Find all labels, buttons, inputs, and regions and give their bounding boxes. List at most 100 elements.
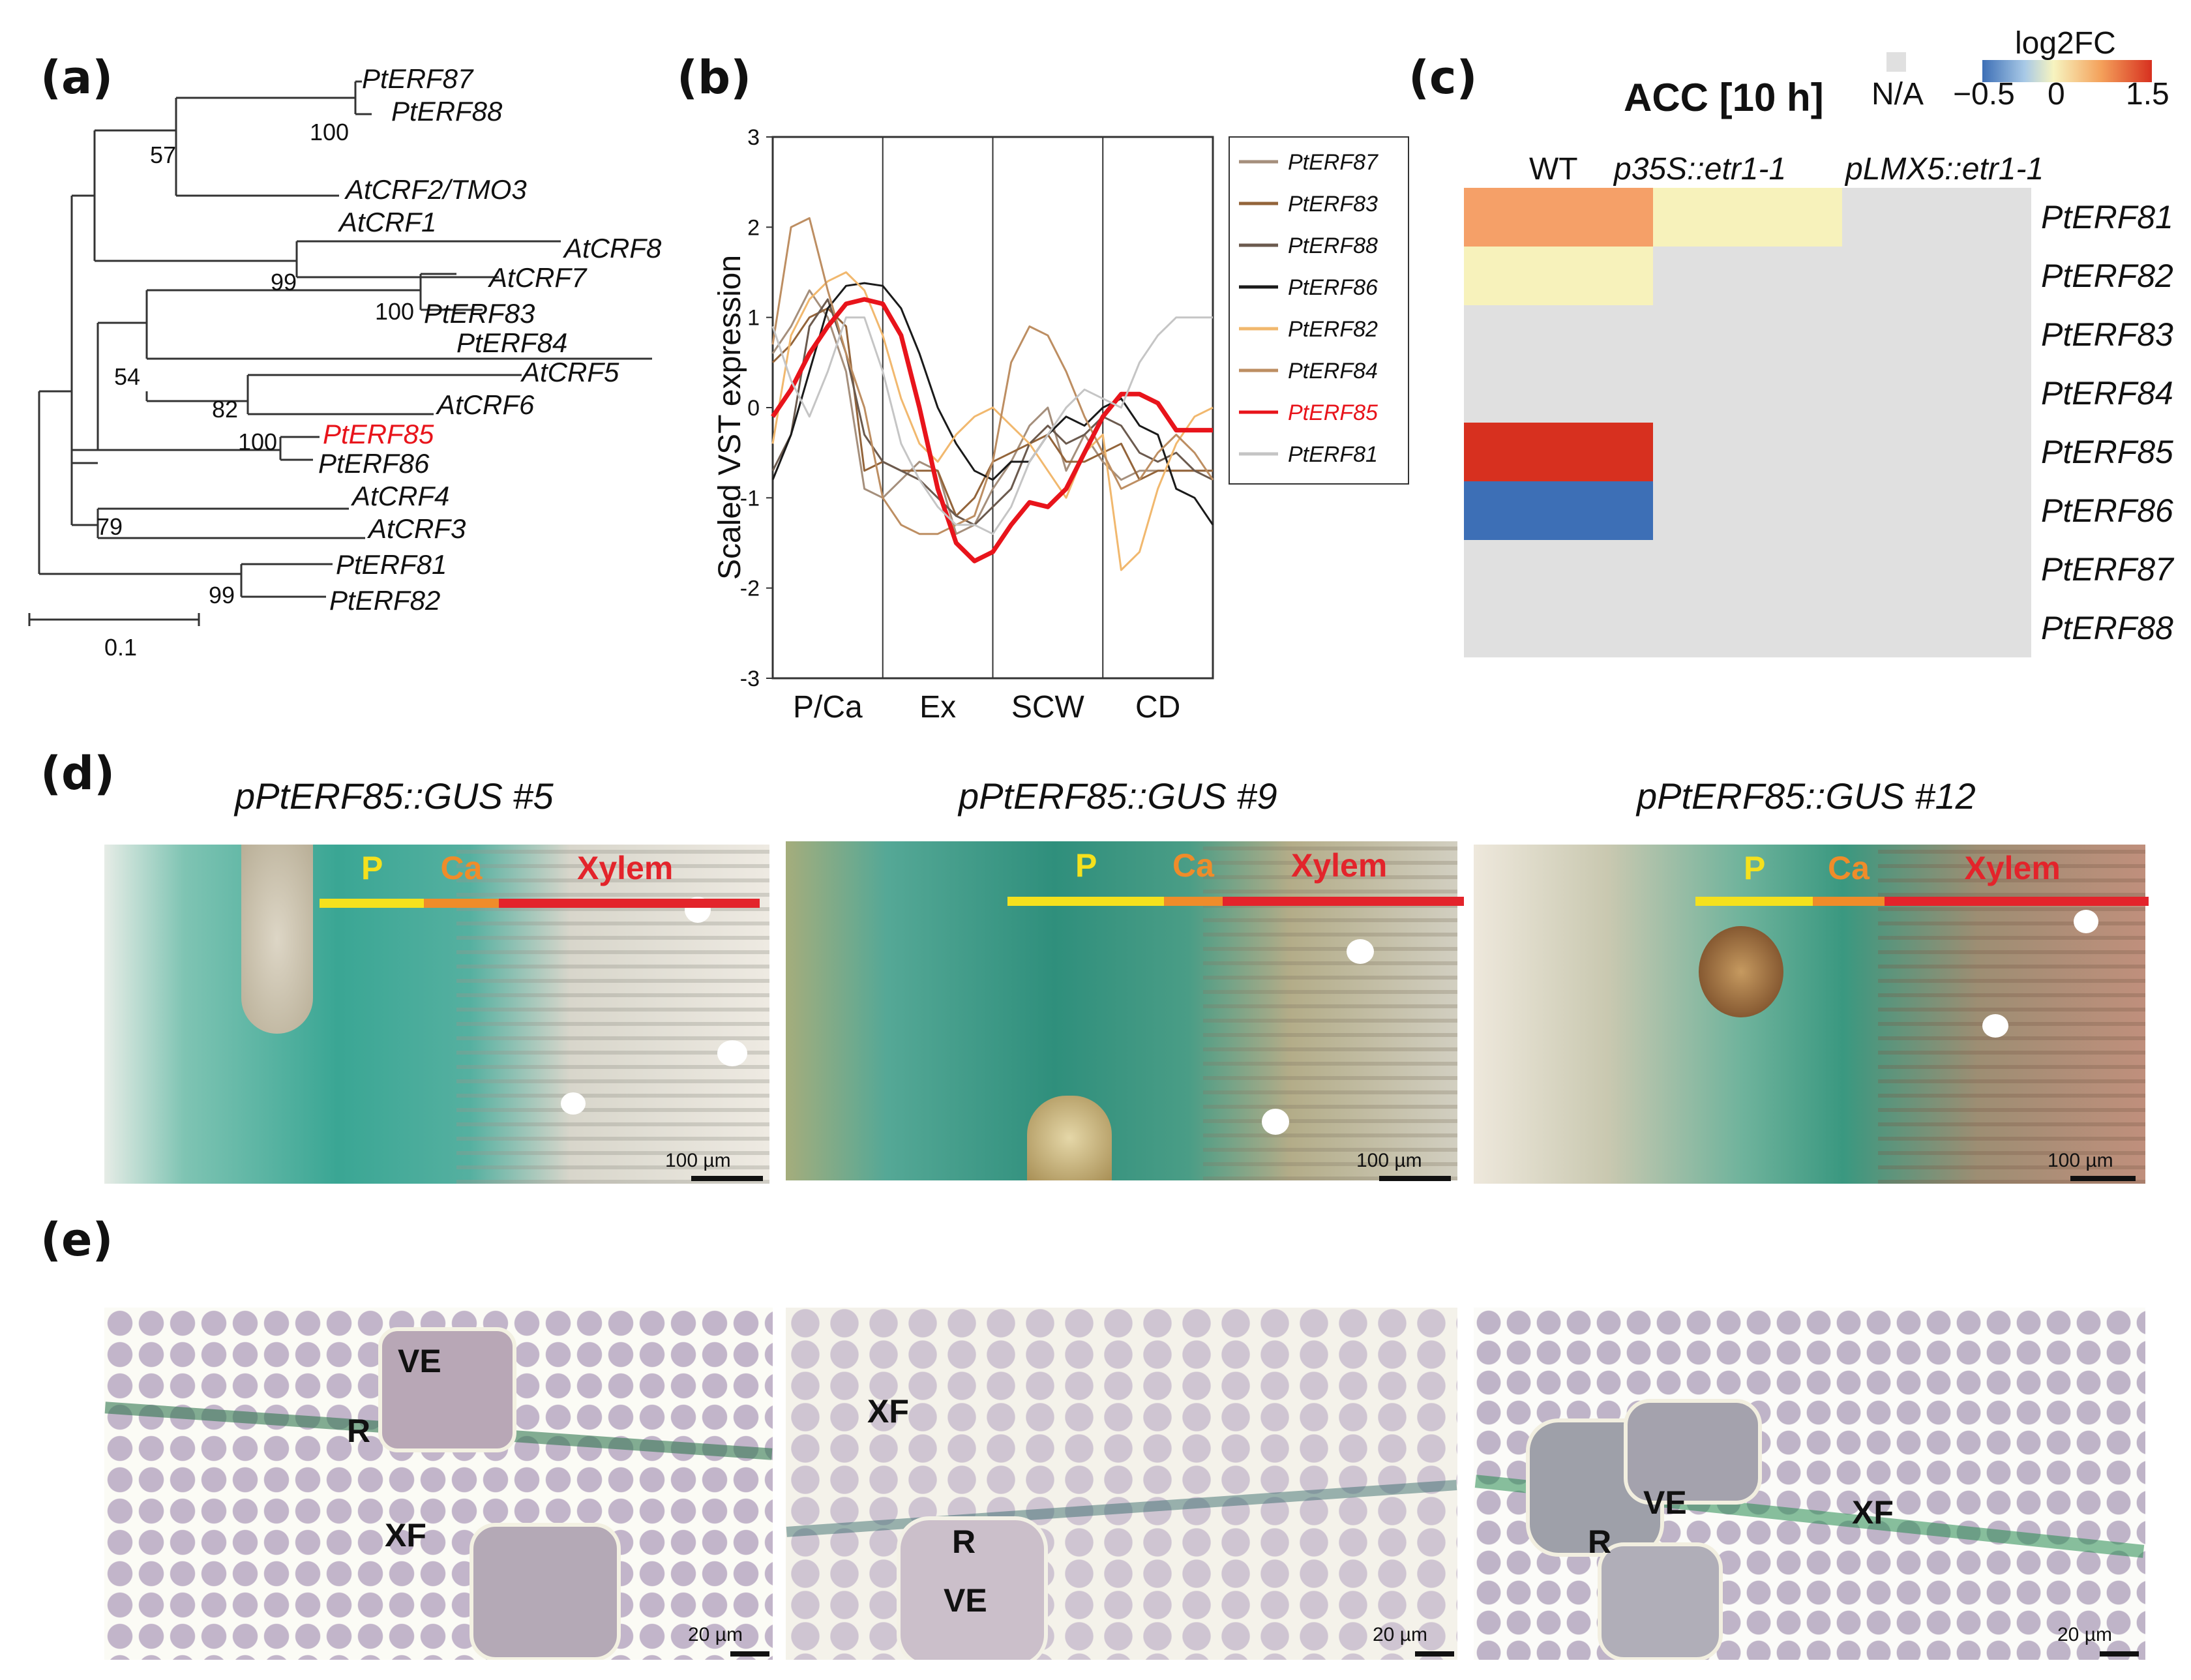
heatmap-column-label: p35S::etr1-1 xyxy=(1613,152,1786,187)
zone-bar-p xyxy=(320,899,424,908)
heatmap-column-label: WT xyxy=(1529,152,1578,187)
scale-label: 20 µm xyxy=(2057,1624,2112,1645)
tree-leaf: AtCRF3 xyxy=(366,513,466,544)
construct-label: pPtERF85::GUS #12 xyxy=(1637,775,1976,817)
y-tick-label: 3 xyxy=(747,125,760,150)
panel-label-d: (d) xyxy=(40,747,115,800)
cell-image-1 xyxy=(104,1308,773,1660)
tissue-label-xylem-fiber: XF xyxy=(385,1517,426,1553)
zone-label-ca: Ca xyxy=(1828,850,1870,886)
tissue-label-ray: R xyxy=(1588,1523,1612,1560)
bootstrap-value: 99 xyxy=(209,582,235,608)
heatmap-cell xyxy=(1653,481,1842,540)
heatmap-row-label: PtERF81 xyxy=(2041,199,2173,235)
panel-label-e: (e) xyxy=(40,1213,113,1267)
heatmap-cell xyxy=(1653,540,1842,599)
heatmap-row-label: PtERF84 xyxy=(2041,375,2173,412)
y-tick-label: 1 xyxy=(747,306,760,331)
zone-bar-p xyxy=(1007,897,1164,906)
legend-entry: PtERF84 xyxy=(1288,359,1378,383)
heatmap-cell xyxy=(1842,423,2031,481)
heatmap-cell xyxy=(1653,247,1842,305)
stage-label: SCW xyxy=(1011,690,1085,725)
cell-image-3 xyxy=(1474,1308,2145,1660)
heatmap-cell xyxy=(1464,599,1653,657)
zone-bar-p xyxy=(1695,897,1813,906)
heatmap-title: ACC [10 h] xyxy=(1624,76,1824,119)
scale-bar xyxy=(691,1176,763,1181)
legend-box xyxy=(1229,136,1409,485)
bootstrap-value: 100 xyxy=(238,428,277,455)
series-line-pterf87 xyxy=(771,289,1213,535)
tree-leaf: PtERF83 xyxy=(424,298,535,329)
construct-label: pPtERF85::GUS #5 xyxy=(235,775,554,817)
tree-leaf: AtCRF2/TMO3 xyxy=(344,174,527,205)
tissue-label-ray: R xyxy=(952,1523,976,1560)
heatmap-cell xyxy=(1464,247,1653,305)
heatmap-cell xyxy=(1653,599,1842,657)
scale-bar xyxy=(2100,1651,2139,1657)
heatmap-cell xyxy=(1464,481,1653,540)
legend-title: log2FC xyxy=(2015,26,2116,61)
tree-leaf: PtERF81 xyxy=(336,549,447,580)
y-tick-label: -1 xyxy=(740,486,760,511)
heatmap-row-label: PtERF87 xyxy=(2041,551,2175,588)
gus-image-1 xyxy=(104,845,769,1184)
y-tick-label: -2 xyxy=(740,577,760,601)
zone-label-xylem: Xylem xyxy=(1964,850,2061,886)
heatmap-column-label: pLMX5::etr1-1 xyxy=(1844,152,2044,187)
phloem-fiber-bundle xyxy=(1699,926,1783,1017)
heatmap-row-label: PtERF85 xyxy=(2041,434,2173,470)
zone-label-xylem: Xylem xyxy=(577,850,674,886)
heatmap-cell xyxy=(1464,540,1653,599)
series-line-pterf81 xyxy=(771,316,1213,535)
series-line-pterf84 xyxy=(771,217,1214,535)
stage-label: P/Ca xyxy=(793,690,863,725)
scale-bar xyxy=(730,1651,769,1657)
heatmap-row-label: PtERF82 xyxy=(2041,258,2173,294)
heatmap-row-label: PtERF88 xyxy=(2041,610,2173,646)
construct-label: pPtERF85::GUS #9 xyxy=(959,775,1277,817)
zone-bar-ca xyxy=(424,899,499,908)
y-axis-label: Scaled VST expression xyxy=(713,255,747,580)
zone-bar-ca xyxy=(1164,897,1223,906)
line-chart: Scaled VST expression P/Ca Ex SCW CD 3 2 1 0 -1 -… xyxy=(713,125,1409,725)
panel-label-b: (b) xyxy=(677,51,752,104)
legend-entry: PtERF87 xyxy=(1288,150,1379,175)
scale-label: 20 µm xyxy=(688,1624,743,1645)
tree-leaf: PtERF82 xyxy=(329,585,440,616)
tree-leaf: AtCRF6 xyxy=(435,389,535,420)
heatmap-cell xyxy=(1842,305,2031,364)
tissue-label-ray: R xyxy=(347,1413,371,1449)
tree-leaf: AtCRF5 xyxy=(520,357,619,387)
na-label: N/A xyxy=(1871,77,1924,112)
heatmap-cell xyxy=(1464,364,1653,423)
panel-label-a: (a) xyxy=(40,51,113,104)
phloem-fiber-bundle xyxy=(1027,1096,1112,1180)
heatmap-cell xyxy=(1842,364,2031,423)
heatmap-cell xyxy=(1653,305,1842,364)
tree-leaf: AtCRF4 xyxy=(350,481,449,511)
heatmap: N/A log2FC −0.5 0 1.5 ACC [10 h] WT p35S… xyxy=(1464,26,2175,657)
tree-leaf-highlight: PtERF85 xyxy=(323,419,434,449)
phylogenetic-tree: PtERF87 PtERF88 AtCRF2/TMO3 AtCRF1 AtCRF… xyxy=(28,63,662,661)
scale-bar xyxy=(1415,1651,1454,1657)
tree-leaf: PtERF86 xyxy=(318,448,430,479)
colorbar-tick: 0 xyxy=(2048,77,2065,112)
heatmap-cell xyxy=(1842,247,2031,305)
tissue-label-vessel: VE xyxy=(1643,1484,1687,1521)
scale-label: 20 µm xyxy=(1373,1624,1427,1645)
legend-entry: PtERF85 xyxy=(1288,400,1378,425)
zone-label-ca: Ca xyxy=(440,850,483,886)
phloem-fiber-bundle xyxy=(241,845,313,1034)
bootstrap-value: 82 xyxy=(212,396,238,423)
scale-bar xyxy=(1379,1176,1451,1181)
legend-entry: PtERF82 xyxy=(1288,317,1378,342)
zone-label-p: P xyxy=(1075,847,1097,884)
na-swatch xyxy=(1886,52,1906,72)
tissue-label-xylem-fiber: XF xyxy=(1852,1494,1894,1531)
zone-bar-xylem xyxy=(1885,897,2149,906)
xylem-texture xyxy=(1203,841,1457,1180)
scale-bar xyxy=(2070,1176,2136,1181)
series-line-pterf82 xyxy=(771,271,1214,571)
